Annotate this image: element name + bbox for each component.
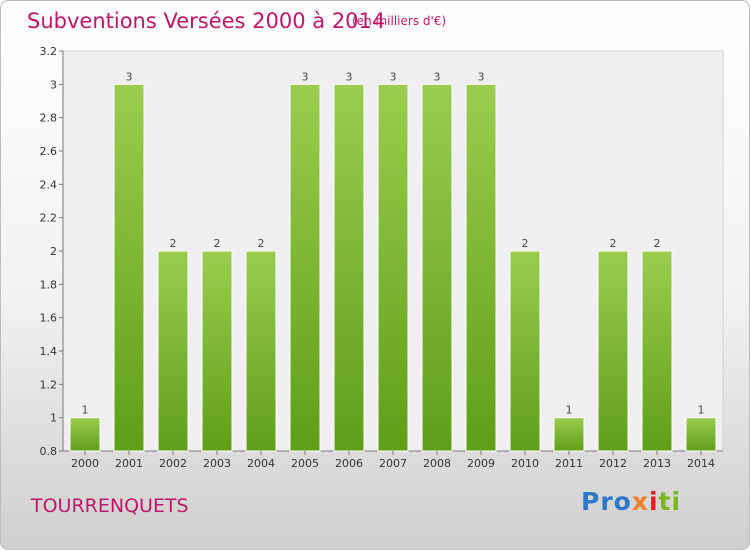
data-label: 3	[434, 70, 441, 83]
data-label: 3	[302, 70, 309, 83]
bar	[465, 83, 497, 452]
bar	[553, 417, 585, 452]
x-tick-label: 2007	[379, 457, 407, 470]
y-tick-label: 1.2	[40, 378, 58, 391]
bar	[509, 250, 541, 452]
y-tick-label: 1.4	[40, 345, 58, 358]
data-label: 3	[390, 70, 397, 83]
chart-subtitle: (en milliers d'€)	[352, 14, 447, 28]
bar	[377, 83, 409, 452]
data-label: 1	[566, 404, 573, 417]
y-tick-label: 1.8	[40, 278, 58, 291]
data-label: 3	[478, 70, 485, 83]
commune-name: TOURRENQUETS	[31, 495, 189, 517]
x-tick-label: 2001	[115, 457, 143, 470]
data-label: 3	[346, 70, 353, 83]
proxiti-logo: Proxiti	[581, 487, 681, 516]
bar	[421, 83, 453, 452]
bar	[201, 250, 233, 452]
x-tick-label: 2012	[599, 457, 627, 470]
x-tick-label: 2005	[291, 457, 319, 470]
y-tick-label: 2	[50, 245, 57, 258]
x-tick-label: 2014	[687, 457, 715, 470]
chart-title: Subventions Versées 2000 à 2014	[27, 9, 386, 33]
x-tick-label: 2013	[643, 457, 671, 470]
x-tick-label: 2006	[335, 457, 363, 470]
y-tick-label: 2.6	[40, 145, 58, 158]
logo-part-3: i	[648, 487, 659, 516]
logo-part-2: x	[631, 487, 649, 516]
logo-part-4: ti	[658, 487, 682, 516]
bar	[289, 83, 321, 452]
logo-part-1: Pro	[581, 487, 632, 516]
bar	[69, 417, 101, 452]
bar	[245, 250, 277, 452]
data-label: 2	[170, 237, 177, 250]
data-label: 3	[126, 70, 133, 83]
x-tick-label: 2004	[247, 457, 275, 470]
bar	[333, 83, 365, 452]
data-label: 1	[698, 404, 705, 417]
y-tick-label: 3	[50, 78, 57, 91]
bar	[641, 250, 673, 452]
y-tick-label: 1	[50, 412, 57, 425]
bar	[113, 83, 145, 452]
y-tick-label: 0.8	[40, 445, 58, 458]
x-tick-label: 2011	[555, 457, 583, 470]
y-tick-label: 2.8	[40, 112, 58, 125]
bar	[157, 250, 189, 452]
y-tick-label: 2.4	[40, 178, 58, 191]
data-label: 2	[258, 237, 265, 250]
data-label: 2	[214, 237, 221, 250]
y-tick-label: 3.2	[40, 45, 58, 58]
bar	[597, 250, 629, 452]
bar	[685, 417, 717, 452]
data-label: 2	[610, 237, 617, 250]
x-tick-label: 2003	[203, 457, 231, 470]
y-tick-label: 1.6	[40, 312, 58, 325]
x-tick-label: 2002	[159, 457, 187, 470]
x-tick-label: 2010	[511, 457, 539, 470]
data-label: 1	[82, 404, 89, 417]
x-tick-label: 2009	[467, 457, 495, 470]
y-tick-label: 2.2	[40, 212, 58, 225]
x-tick-label: 2000	[71, 457, 99, 470]
x-tick-label: 2008	[423, 457, 451, 470]
data-label: 2	[522, 237, 529, 250]
data-label: 2	[654, 237, 661, 250]
